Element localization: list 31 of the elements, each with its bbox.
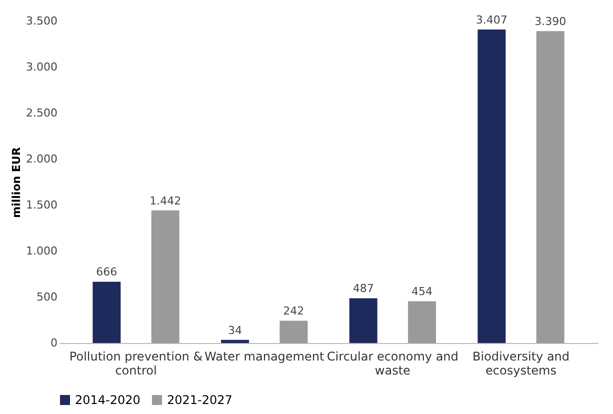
x-tick-label: Biodiversity and ecosystems bbox=[472, 350, 570, 378]
y-tick-label: 1.000 bbox=[26, 244, 58, 258]
y-tick-label: 500 bbox=[36, 290, 58, 304]
data-label: 454 bbox=[412, 285, 432, 298]
x-tick-label: Water management bbox=[204, 350, 324, 364]
y-tick-label: 0 bbox=[50, 336, 58, 350]
legend-label: 2014-2020 bbox=[75, 393, 140, 407]
data-label: 3.407 bbox=[476, 14, 508, 27]
y-tick-label: 3.500 bbox=[26, 14, 58, 28]
bar bbox=[408, 301, 436, 343]
data-label: 666 bbox=[96, 266, 118, 279]
bar bbox=[221, 340, 249, 343]
x-tick-label: Pollution prevention & control bbox=[69, 350, 203, 378]
bar bbox=[349, 298, 378, 343]
y-tick-label: 3.000 bbox=[26, 60, 58, 74]
data-label: 1.442 bbox=[150, 194, 182, 208]
bar bbox=[536, 31, 564, 343]
x-tick-label: Circular economy and waste bbox=[326, 350, 458, 378]
data-label: 487 bbox=[352, 282, 374, 296]
bar bbox=[280, 320, 308, 343]
y-tick-label: 2.000 bbox=[26, 152, 58, 166]
y-tick-label: 2.500 bbox=[26, 106, 58, 120]
bar bbox=[151, 210, 180, 343]
legend-label: 2021-2027 bbox=[167, 393, 232, 407]
bar bbox=[478, 30, 506, 343]
data-label: 242 bbox=[283, 304, 304, 318]
y-axis-title: million EUR bbox=[10, 146, 24, 218]
bar bbox=[92, 282, 121, 343]
data-label: 34 bbox=[228, 324, 242, 337]
y-tick-label: 1.500 bbox=[26, 198, 58, 212]
data-label: 3.390 bbox=[534, 15, 566, 28]
